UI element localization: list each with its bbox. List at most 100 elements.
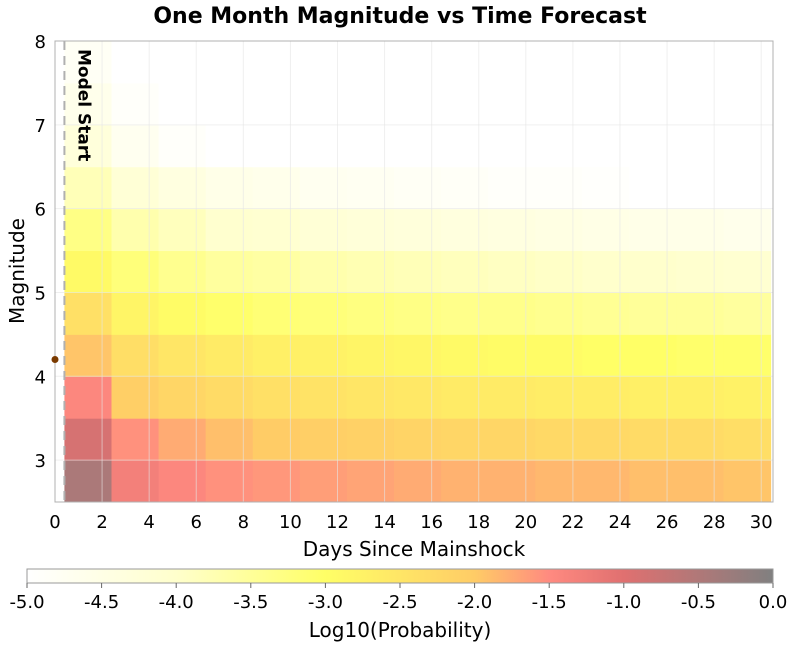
x-tick-label: 26	[656, 512, 679, 533]
model-start-label: Model Start	[73, 49, 93, 161]
heatmap-cell	[724, 41, 772, 83]
heatmap-cell	[253, 376, 301, 418]
heatmap-cell	[629, 334, 677, 376]
heatmap-cell	[441, 292, 489, 334]
heatmap-cell	[629, 376, 677, 418]
heatmap-cell	[394, 167, 442, 209]
heatmap-cell	[629, 167, 677, 209]
heatmap-cell	[535, 418, 583, 460]
heatmap-cell	[394, 41, 442, 83]
heatmap-cell	[206, 83, 254, 125]
heatmap-cell	[347, 209, 395, 251]
y-tick-label: 4	[35, 367, 46, 388]
heatmap-cell	[347, 251, 395, 293]
heatmap-cell	[253, 41, 301, 83]
heatmap-cell	[111, 251, 159, 293]
heatmap-cell	[582, 334, 630, 376]
x-tick-label: 28	[703, 512, 726, 533]
heatmap-cell	[253, 125, 301, 167]
heatmap-cell	[111, 167, 159, 209]
heatmap-cell	[488, 209, 536, 251]
heatmap-cell	[206, 460, 254, 502]
heatmap-cell	[347, 376, 395, 418]
x-tick-label: 14	[373, 512, 396, 533]
heatmap-cell	[488, 125, 536, 167]
heatmap-cell	[676, 376, 724, 418]
heatmap-cell	[206, 376, 254, 418]
x-axis-ticks: 0 2 4 6 8 10 12 14 16 18 20 22 24 26 28 30	[49, 512, 772, 533]
heatmap-cell	[206, 418, 254, 460]
colorbar-tick-label: -4.5	[84, 592, 119, 613]
heatmap-cell	[253, 334, 301, 376]
heatmap-cell	[347, 460, 395, 502]
colorbar-tick-label: -2.5	[382, 592, 417, 613]
heatmap-cell	[629, 460, 677, 502]
heatmap-cell	[159, 41, 207, 83]
heatmap-cell	[159, 376, 207, 418]
x-tick-label: 12	[326, 512, 349, 533]
colorbar-tick-label: 0.0	[759, 592, 788, 613]
heatmap-cell	[629, 209, 677, 251]
heatmap-cell	[488, 292, 536, 334]
x-tick-label: 16	[420, 512, 443, 533]
heatmap-cell	[64, 209, 112, 251]
heatmap-cell	[159, 251, 207, 293]
heatmap-cell	[488, 334, 536, 376]
heatmap-cell	[441, 41, 489, 83]
heatmap-cell	[724, 334, 772, 376]
heatmap-cell	[629, 41, 677, 83]
heatmap-cell	[582, 167, 630, 209]
heatmap-cell	[300, 167, 348, 209]
heatmap-cell	[111, 125, 159, 167]
colorbar-ticks: -5.0 -4.5 -4.0 -3.5 -3.0 -2.5 -2.0 -1.5 -1.0 -0.5…	[9, 583, 787, 613]
heatmap-cell	[724, 167, 772, 209]
heatmap-cell	[441, 334, 489, 376]
heatmap-cell	[535, 125, 583, 167]
heatmap-cell	[64, 334, 112, 376]
heatmap-cell	[159, 125, 207, 167]
colorbar-tick-label: -3.5	[233, 592, 268, 613]
x-tick-label: 22	[561, 512, 584, 533]
heatmap-cell	[629, 83, 677, 125]
heatmap-cell	[111, 376, 159, 418]
heatmap-cell	[488, 251, 536, 293]
heatmap-cell	[724, 460, 772, 502]
heatmap-cell	[300, 376, 348, 418]
heatmap-cell	[300, 251, 348, 293]
heatmap-cell	[724, 292, 772, 334]
heatmap-cell	[535, 292, 583, 334]
heatmap-cell	[64, 460, 112, 502]
heatmap-cell	[253, 460, 301, 502]
heatmap-cell	[300, 125, 348, 167]
x-tick-label: 24	[609, 512, 632, 533]
heatmap-cell	[111, 292, 159, 334]
heatmap-cell	[64, 167, 112, 209]
heatmap-cell	[724, 209, 772, 251]
heatmap-cell	[347, 125, 395, 167]
heatmap-cells	[64, 41, 771, 503]
colorbar-tick-label: -4.0	[159, 592, 194, 613]
heatmap-cell	[206, 41, 254, 83]
colorbar-tick-label: -5.0	[9, 592, 44, 613]
heatmap-cell	[676, 41, 724, 83]
heatmap-cell	[582, 41, 630, 83]
heatmap-cell	[582, 376, 630, 418]
colorbar-label: Log10(Probability)	[309, 618, 492, 642]
heatmap-cell	[111, 209, 159, 251]
heatmap-cell	[629, 292, 677, 334]
heatmap-cell	[394, 418, 442, 460]
x-tick-label: 20	[514, 512, 537, 533]
y-tick-label: 5	[35, 283, 46, 304]
heatmap-cell	[724, 251, 772, 293]
heatmap-cell	[300, 460, 348, 502]
y-axis-ticks: 345678	[35, 32, 46, 472]
heatmap-cell	[206, 334, 254, 376]
heatmap-cell	[488, 376, 536, 418]
heatmap-cell	[394, 376, 442, 418]
x-tick-label: 8	[238, 512, 249, 533]
heatmap-cell	[629, 251, 677, 293]
heatmap-cell	[253, 292, 301, 334]
heatmap-cell	[441, 209, 489, 251]
heatmap-cell	[300, 41, 348, 83]
